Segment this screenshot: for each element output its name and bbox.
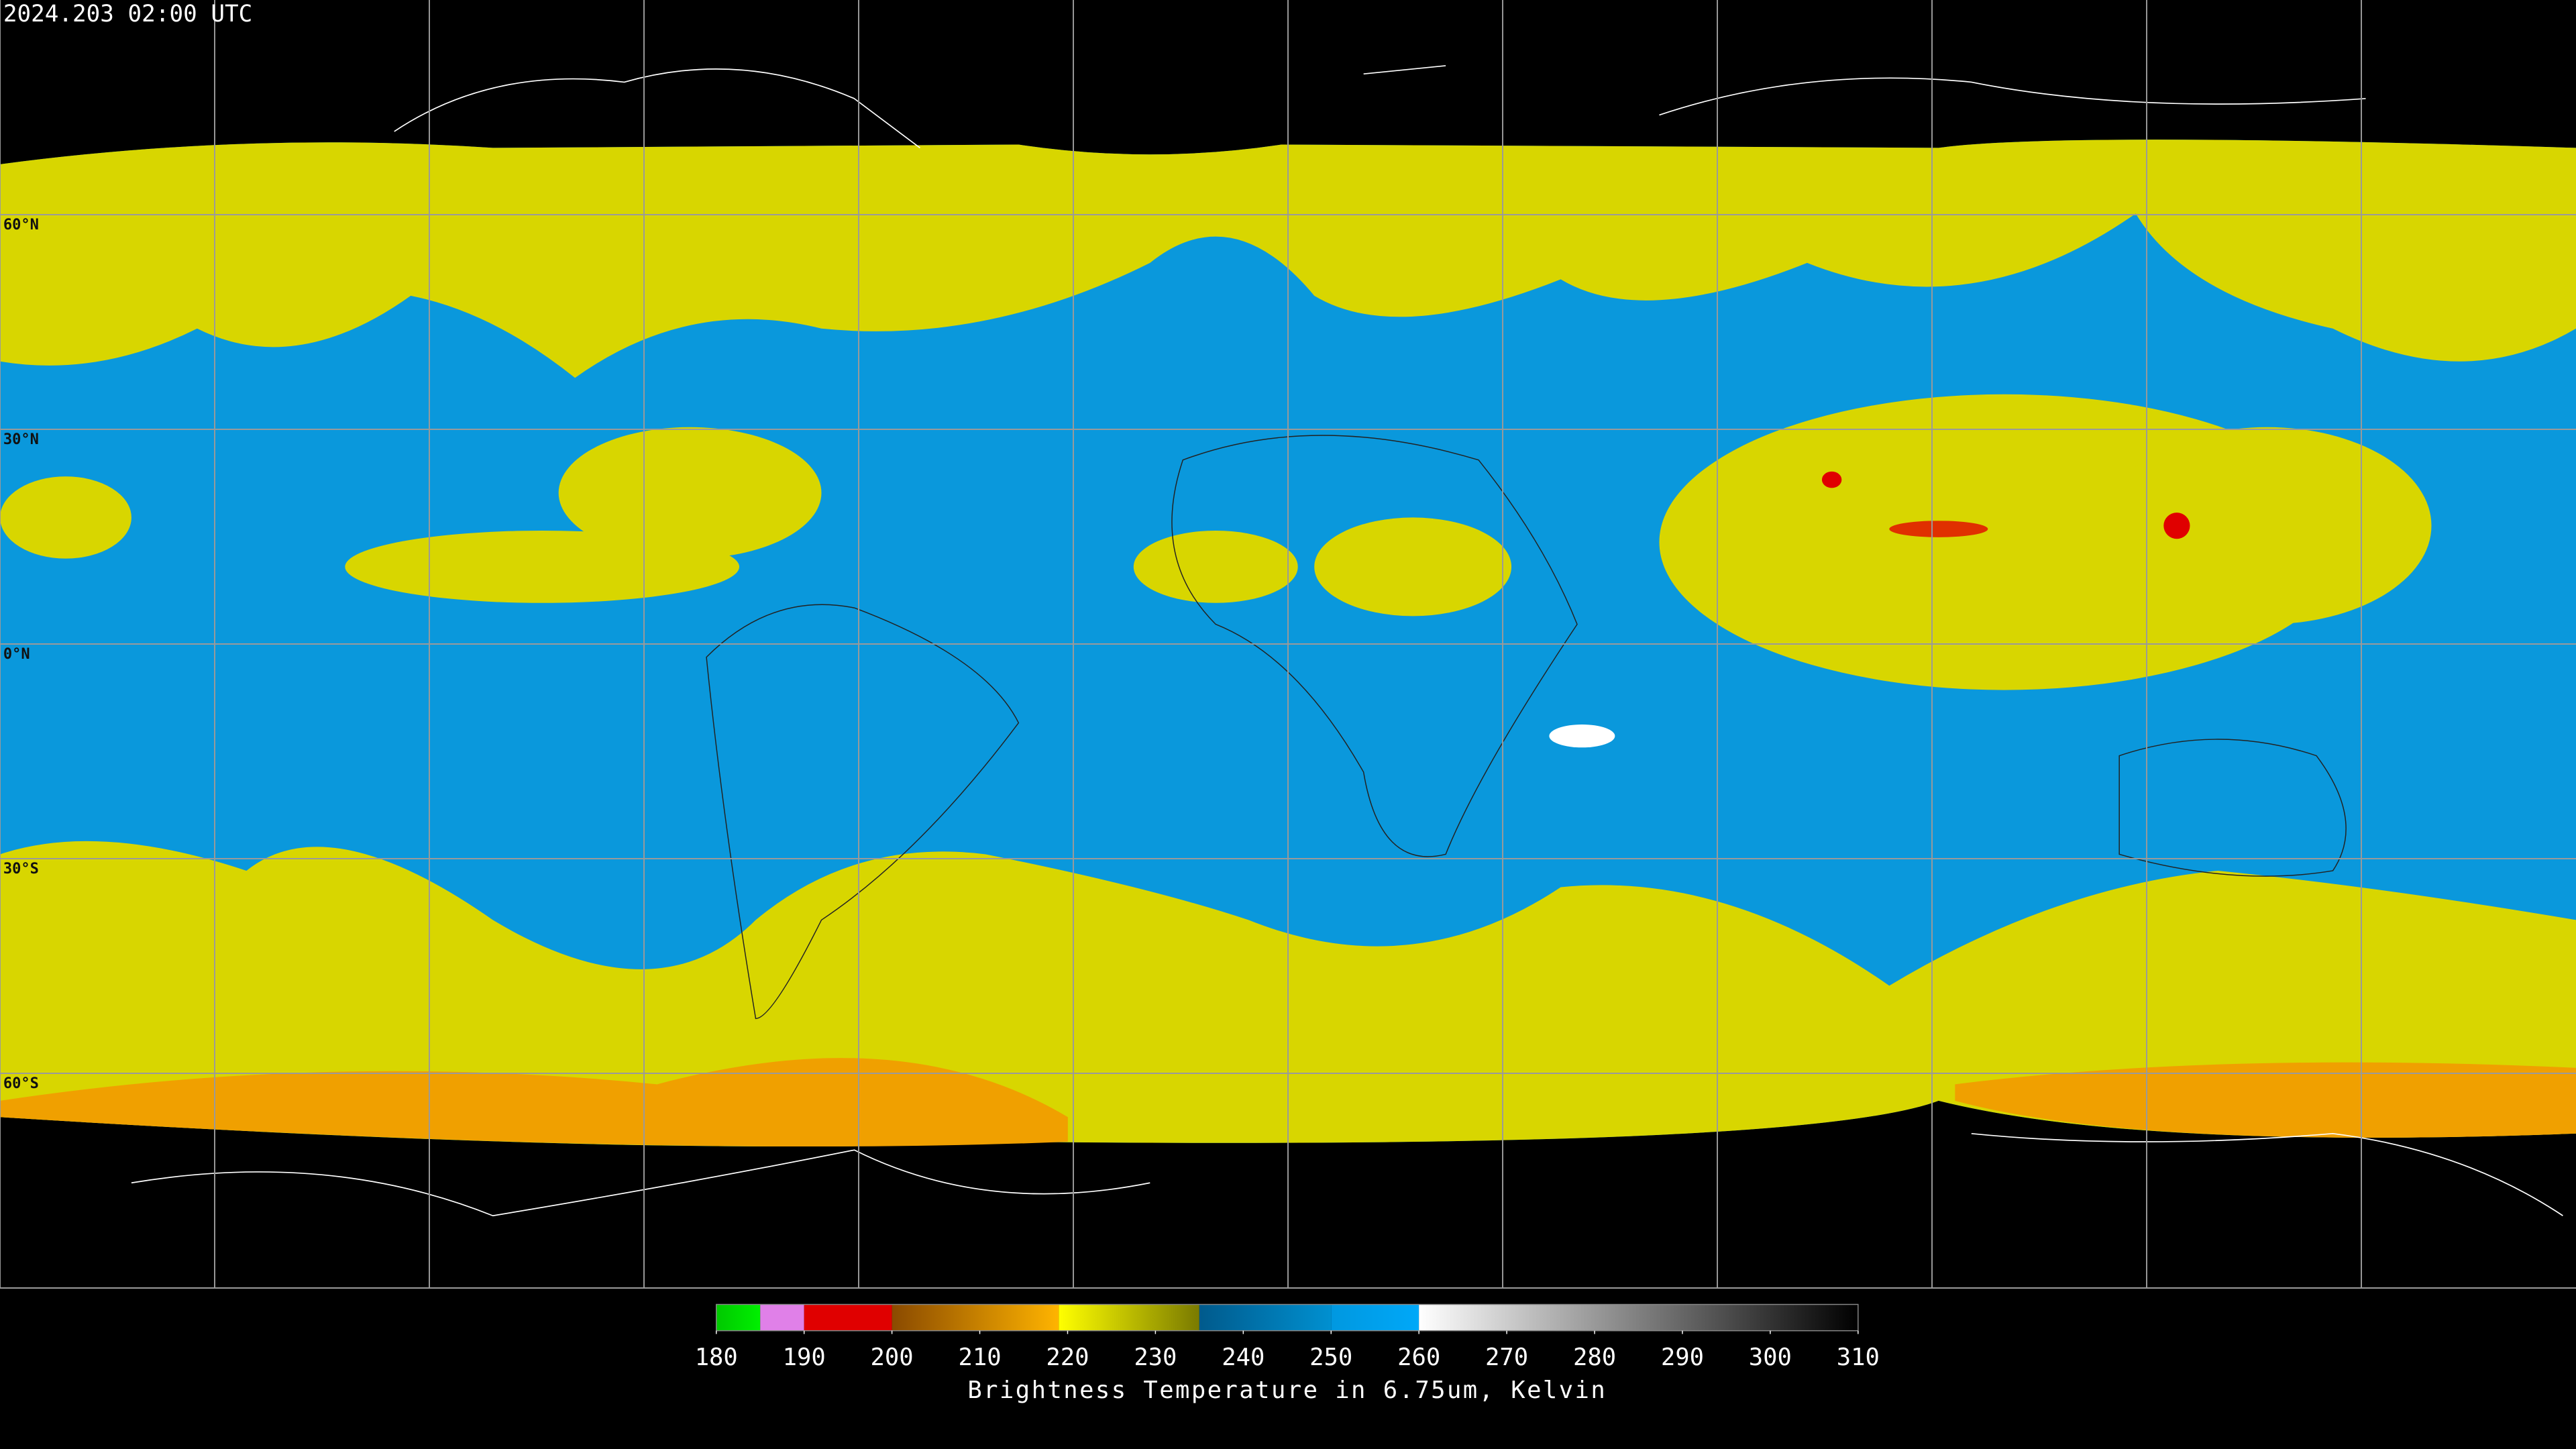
coastline bbox=[1171, 435, 1578, 857]
coastline bbox=[706, 604, 1020, 1020]
latitude-label: 0°N bbox=[3, 646, 30, 663]
coastline bbox=[2118, 739, 2347, 877]
colorbar-frame bbox=[716, 1303, 1859, 1332]
caribbean-cloud bbox=[558, 427, 822, 559]
convective-core bbox=[1821, 471, 1842, 488]
warm-spot bbox=[1549, 724, 1615, 748]
colorbar-tick-label: 300 bbox=[1749, 1344, 1792, 1371]
colorbar-segment bbox=[1199, 1304, 1332, 1331]
colorbar-tick-label: 200 bbox=[871, 1344, 914, 1371]
africa-cloud bbox=[1133, 531, 1298, 603]
latitude-label: 30°S bbox=[3, 861, 39, 877]
africa-cloud bbox=[1314, 517, 1512, 616]
colorbar-tick-label: 270 bbox=[1485, 1344, 1528, 1371]
colorbar-tick-label: 230 bbox=[1134, 1344, 1177, 1371]
latitude-label: 30°N bbox=[3, 431, 39, 448]
colorbar-segment bbox=[804, 1304, 892, 1331]
timestamp: 2024.203 02:00 UTC bbox=[3, 1, 252, 28]
colorbar-tick-label: 290 bbox=[1661, 1344, 1704, 1371]
colorbar-segment bbox=[1331, 1304, 1419, 1331]
colorbar-tick-label: 240 bbox=[1222, 1344, 1265, 1371]
colorbar-tick-label: 190 bbox=[783, 1344, 826, 1371]
colorbar-tick-label: 250 bbox=[1309, 1344, 1352, 1371]
colorbar-segment bbox=[1059, 1304, 1199, 1331]
pacific-cloud bbox=[0, 476, 131, 559]
colorbar-tick-label: 220 bbox=[1046, 1344, 1089, 1371]
colorbar: 180 190 200 210 220 230 240 250 260 270 280 290 300 3… bbox=[695, 1303, 1880, 1371]
colorbar-segment bbox=[1419, 1304, 1858, 1331]
pacific-cloud bbox=[2102, 427, 2432, 625]
colorbar-segment bbox=[760, 1304, 804, 1331]
colorbar-tick-label: 210 bbox=[958, 1344, 1001, 1371]
graticule: 60°N 30°N 0°N 30°S 60°S bbox=[0, 0, 2576, 1289]
colorbar-label: Brightness Temperature in 6.75um, Kelvin bbox=[967, 1377, 1607, 1404]
colorbar-segment bbox=[716, 1304, 761, 1331]
convective-core bbox=[1889, 521, 1988, 537]
colorbar-tick-label: 310 bbox=[1837, 1344, 1880, 1371]
latitude-label: 60°N bbox=[3, 217, 39, 233]
latitude-label: 60°S bbox=[3, 1075, 39, 1092]
colorbar-tick-label: 260 bbox=[1397, 1344, 1440, 1371]
convective-core bbox=[2163, 513, 2190, 539]
coastline bbox=[394, 68, 920, 149]
coastline bbox=[1363, 65, 2366, 116]
colorbar-tick-label: 180 bbox=[695, 1344, 738, 1371]
colorbar-segment bbox=[892, 1304, 1059, 1331]
colorbar-tick-label: 280 bbox=[1573, 1344, 1616, 1371]
coastline bbox=[131, 1132, 2563, 1217]
coastlines bbox=[131, 65, 2563, 1217]
